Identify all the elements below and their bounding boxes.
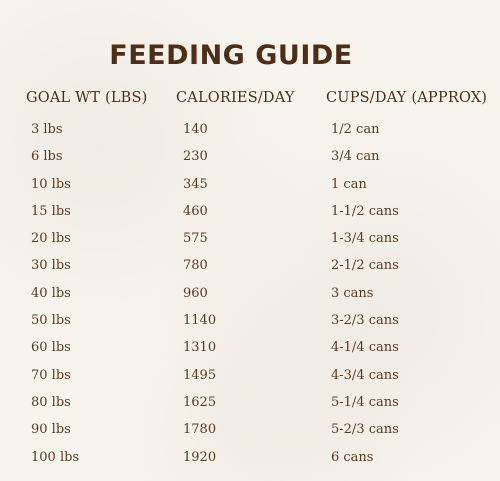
cups-cell: 1 can [331, 176, 367, 192]
goal-weight-cell: 100 lbs [31, 449, 80, 465]
cups-cell: 1/2 can [331, 122, 380, 137]
column-header-goal-weight: GOAL WT (LBS) [26, 90, 148, 106]
goal-weight-cell: 90 lbs [31, 422, 71, 438]
calories-cell: 1140 [183, 313, 217, 329]
cups-cell: 3/4 can [331, 149, 380, 165]
calories-cell: 780 [183, 258, 208, 274]
calories-cell: 1780 [183, 422, 217, 438]
table-row: 60 lbs 1310 4-1/4 cans [0, 340, 500, 367]
table-row: 15 lbs 460 1-1/2 cans [0, 204, 500, 231]
cups-cell: 3 cans [331, 285, 374, 301]
table-row: 20 lbs 575 1-3/4 cans [0, 231, 500, 258]
table-row: 40 lbs 960 3 cans [0, 286, 500, 313]
goal-weight-cell: 20 lbs [31, 231, 71, 247]
goal-weight-cell: 80 lbs [31, 394, 71, 410]
goal-weight-cell: 50 lbs [31, 313, 71, 329]
cups-cell: 2-1/2 cans [331, 258, 399, 274]
cups-cell: 3-2/3 cans [331, 313, 399, 329]
calories-cell: 575 [183, 231, 208, 247]
calories-cell: 1310 [183, 340, 217, 356]
goal-weight-cell: 70 lbs [31, 367, 71, 383]
calories-cell: 140 [183, 122, 208, 137]
page-title: FEEDING GUIDE [109, 40, 353, 71]
cups-cell: 5-2/3 cans [331, 422, 399, 438]
column-header-calories: CALORIES/DAY [176, 90, 295, 106]
cups-cell: 1-1/2 cans [331, 203, 399, 219]
goal-weight-cell: 15 lbs [31, 203, 71, 219]
cups-cell: 4-3/4 cans [331, 367, 399, 383]
goal-weight-cell: 40 lbs [31, 285, 71, 301]
goal-weight-cell: 6 lbs [31, 149, 63, 165]
table-row: 80 lbs 1625 5-1/4 cans [0, 395, 500, 422]
calories-cell: 230 [183, 149, 208, 165]
calories-cell: 1495 [183, 367, 217, 383]
table-row: 70 lbs 1495 4-3/4 cans [0, 368, 500, 395]
goal-weight-cell: 10 lbs [31, 176, 71, 192]
feeding-table: 3 lbs 140 1/2 can 6 lbs 230 3/4 can 10 l… [0, 122, 500, 477]
calories-cell: 960 [183, 285, 208, 301]
cups-cell: 4-1/4 cans [331, 340, 399, 356]
calories-cell: 460 [183, 203, 208, 219]
calories-cell: 345 [183, 176, 208, 192]
goal-weight-cell: 3 lbs [31, 122, 63, 137]
table-row: 10 lbs 345 1 can [0, 177, 500, 204]
table-row: 50 lbs 1140 3-2/3 cans [0, 313, 500, 340]
table-row: 6 lbs 230 3/4 can [0, 149, 500, 176]
table-row: 3 lbs 140 1/2 can [0, 122, 500, 149]
goal-weight-cell: 30 lbs [31, 258, 71, 274]
table-row: 100 lbs 1920 6 cans [0, 450, 500, 477]
table-row: 30 lbs 780 2-1/2 cans [0, 258, 500, 285]
cups-cell: 5-1/4 cans [331, 394, 399, 410]
cups-cell: 1-3/4 cans [331, 231, 399, 247]
column-header-cups: CUPS/DAY (APPROX) [326, 90, 488, 106]
goal-weight-cell: 60 lbs [31, 340, 71, 356]
calories-cell: 1625 [183, 394, 217, 410]
table-row: 90 lbs 1780 5-2/3 cans [0, 422, 500, 449]
calories-cell: 1920 [183, 449, 217, 465]
cups-cell: 6 cans [331, 449, 374, 465]
